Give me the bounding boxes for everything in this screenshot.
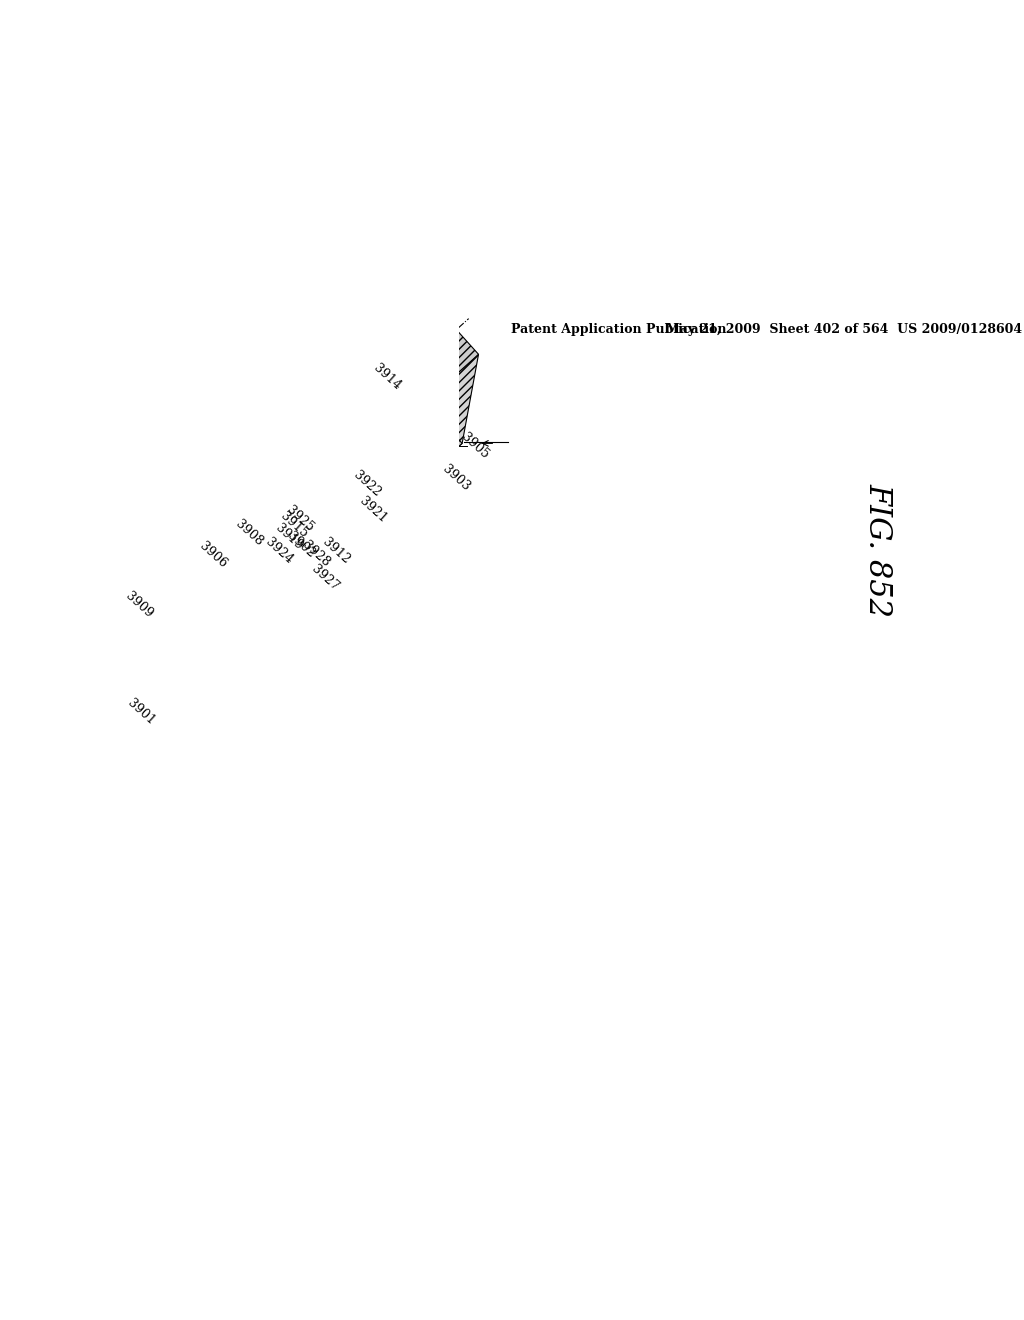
Text: 3921: 3921 — [356, 495, 389, 525]
Polygon shape — [196, 532, 375, 696]
Text: 3928: 3928 — [300, 539, 333, 569]
Polygon shape — [156, 607, 168, 619]
Polygon shape — [397, 305, 434, 413]
Text: 3925: 3925 — [284, 504, 316, 535]
Text: 3908: 3908 — [233, 517, 265, 549]
Text: 3915: 3915 — [278, 510, 310, 541]
Text: Patent Application Publication: Patent Application Publication — [511, 323, 727, 337]
Polygon shape — [326, 500, 358, 532]
Text: 3922: 3922 — [351, 469, 384, 500]
Text: 3927: 3927 — [309, 562, 341, 593]
Polygon shape — [441, 354, 478, 462]
Text: 3919: 3919 — [272, 521, 305, 553]
Polygon shape — [313, 490, 370, 543]
Text: 3912: 3912 — [319, 536, 352, 566]
Polygon shape — [155, 601, 176, 622]
Polygon shape — [338, 512, 355, 529]
Text: 3924: 3924 — [263, 536, 295, 566]
Text: 3914: 3914 — [372, 362, 403, 392]
Text: 3902: 3902 — [285, 529, 317, 561]
Text: 3905: 3905 — [460, 430, 492, 462]
Text: 3909: 3909 — [123, 590, 156, 620]
Text: 3906: 3906 — [197, 540, 229, 570]
Polygon shape — [184, 450, 441, 684]
Polygon shape — [196, 372, 458, 684]
Polygon shape — [152, 413, 409, 647]
Polygon shape — [414, 305, 478, 372]
Text: FIG. 852: FIG. 852 — [863, 483, 894, 616]
Text: 3903: 3903 — [440, 463, 473, 494]
Polygon shape — [338, 512, 346, 520]
Polygon shape — [397, 395, 462, 462]
Polygon shape — [165, 428, 416, 655]
Polygon shape — [319, 474, 374, 532]
Polygon shape — [152, 323, 414, 635]
Text: 3901: 3901 — [125, 697, 158, 727]
Polygon shape — [171, 434, 421, 660]
Polygon shape — [329, 503, 346, 520]
Text: May 21, 2009  Sheet 402 of 564  US 2009/0128604 A1: May 21, 2009 Sheet 402 of 564 US 2009/01… — [666, 323, 1024, 337]
